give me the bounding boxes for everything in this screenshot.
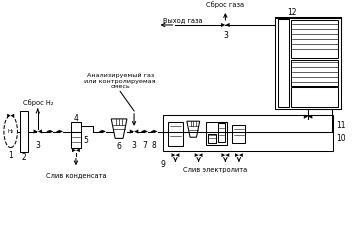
Polygon shape xyxy=(239,153,243,157)
Bar xyxy=(291,61,338,86)
Text: H₂: H₂ xyxy=(8,129,14,134)
Text: 12: 12 xyxy=(287,8,297,17)
Text: 2: 2 xyxy=(22,153,26,162)
Polygon shape xyxy=(304,115,308,119)
Text: 8: 8 xyxy=(152,141,156,150)
Bar xyxy=(232,125,245,143)
Text: Слив конденсата: Слив конденсата xyxy=(45,172,106,178)
Bar xyxy=(291,21,338,58)
Polygon shape xyxy=(195,153,199,157)
Polygon shape xyxy=(11,114,14,117)
Bar xyxy=(168,122,183,146)
Bar xyxy=(291,87,338,107)
Text: 3: 3 xyxy=(132,141,136,150)
Polygon shape xyxy=(7,114,11,117)
Bar xyxy=(218,123,225,142)
Text: 1: 1 xyxy=(8,151,13,160)
Polygon shape xyxy=(46,130,53,133)
Polygon shape xyxy=(72,148,76,152)
Text: 9: 9 xyxy=(160,160,165,169)
Text: 7: 7 xyxy=(142,141,147,150)
Polygon shape xyxy=(76,148,80,152)
Text: 3: 3 xyxy=(223,31,228,40)
Text: Слив электролита: Слив электролита xyxy=(183,168,247,173)
Text: 4: 4 xyxy=(73,114,78,123)
Polygon shape xyxy=(34,130,38,134)
Polygon shape xyxy=(141,130,148,133)
Bar xyxy=(208,134,217,143)
Bar xyxy=(278,19,289,107)
Polygon shape xyxy=(187,121,200,137)
Polygon shape xyxy=(222,153,225,157)
Text: 11: 11 xyxy=(336,121,345,130)
Polygon shape xyxy=(225,23,229,27)
Polygon shape xyxy=(150,130,158,133)
Polygon shape xyxy=(134,130,138,134)
Polygon shape xyxy=(308,115,313,119)
Text: 5: 5 xyxy=(83,136,88,145)
Bar xyxy=(71,132,81,147)
Text: Сброс H₂: Сброс H₂ xyxy=(23,99,53,106)
Text: Сброс газа: Сброс газа xyxy=(206,1,245,8)
Polygon shape xyxy=(221,23,225,27)
Ellipse shape xyxy=(4,116,18,147)
Polygon shape xyxy=(175,153,179,157)
Polygon shape xyxy=(130,130,134,134)
Text: 10: 10 xyxy=(336,134,345,143)
Text: 3: 3 xyxy=(35,141,40,150)
Polygon shape xyxy=(99,130,106,133)
Text: Анализируемый газ
или контролируемая
смесь: Анализируемый газ или контролируемая сме… xyxy=(84,73,156,89)
Text: Выход газа: Выход газа xyxy=(163,17,202,23)
Bar xyxy=(71,122,81,132)
Bar xyxy=(206,122,227,145)
Bar xyxy=(20,111,28,152)
Polygon shape xyxy=(199,153,203,157)
Polygon shape xyxy=(171,153,175,157)
Polygon shape xyxy=(56,130,63,133)
Text: 6: 6 xyxy=(117,142,121,151)
Polygon shape xyxy=(111,119,127,138)
Bar xyxy=(163,116,333,151)
Polygon shape xyxy=(38,130,42,134)
Bar xyxy=(275,18,341,109)
Polygon shape xyxy=(235,153,239,157)
Polygon shape xyxy=(225,153,229,157)
